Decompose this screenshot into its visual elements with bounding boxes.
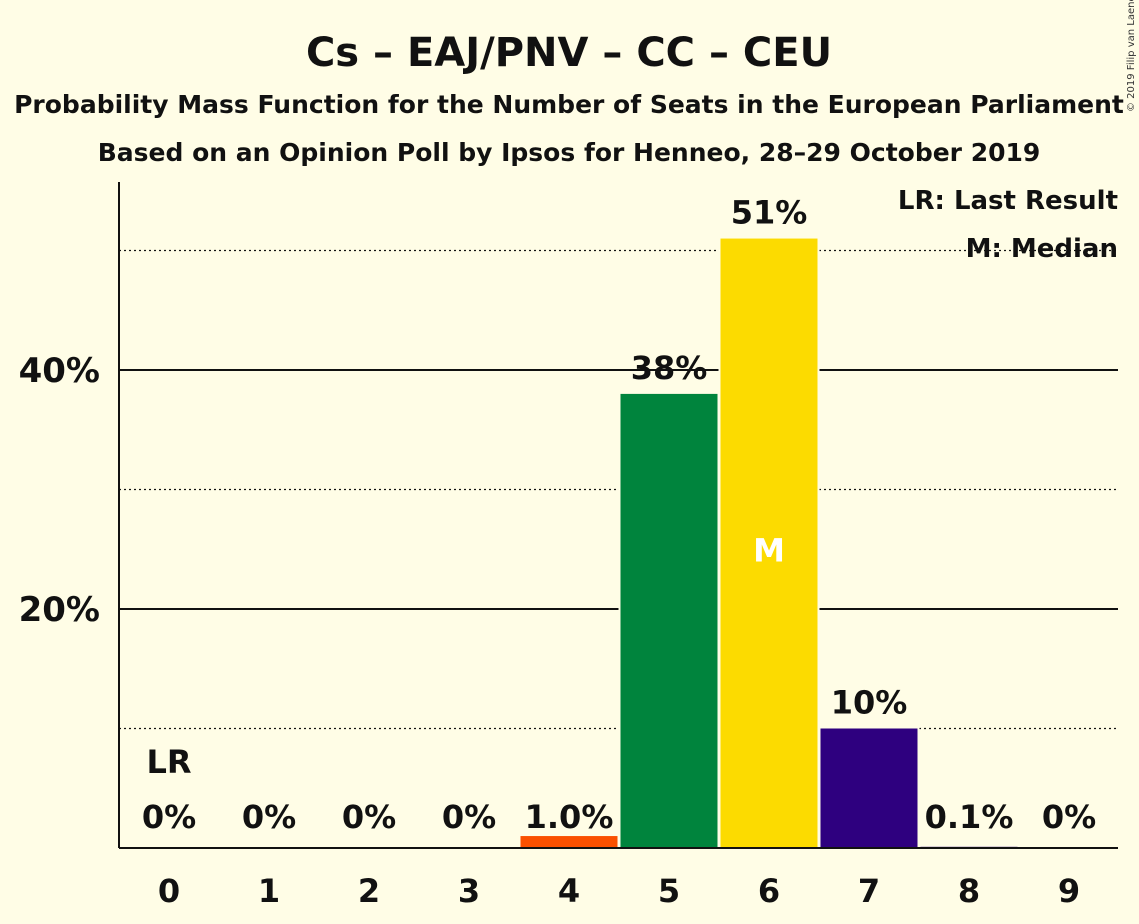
legend-last-result: LR: Last Result	[898, 186, 1118, 216]
x-tick-label: 8	[958, 872, 980, 910]
data-label: 0%	[142, 798, 196, 836]
chart-subtitle: Probability Mass Function for the Number…	[14, 90, 1124, 119]
x-tick-label: 5	[658, 872, 680, 910]
x-tick-label: 9	[1058, 872, 1080, 910]
data-label: 0%	[242, 798, 296, 836]
data-label: 1.0%	[525, 798, 614, 836]
x-tick-label: 3	[458, 872, 480, 910]
median-marker: M	[753, 531, 785, 569]
data-label: 10%	[831, 684, 908, 722]
x-tick-label: 6	[758, 872, 780, 910]
data-label: 51%	[731, 194, 808, 232]
y-tick-label: 20%	[19, 590, 100, 630]
data-label: 38%	[631, 349, 708, 387]
gridlines: 20% 40%	[19, 249, 1118, 730]
chart-title: Cs – EAJ/PNV – CC – CEU	[306, 30, 832, 76]
x-tick-label: 2	[358, 872, 380, 910]
data-label: 0%	[442, 798, 496, 836]
data-label: 0%	[342, 798, 396, 836]
legend-median: M: Median	[966, 234, 1118, 264]
data-label: 0.1%	[925, 798, 1014, 836]
x-tick-label: 1	[258, 872, 280, 910]
bar	[720, 238, 818, 849]
last-result-marker: LR	[146, 743, 191, 781]
chart-subtitle-source: Based on an Opinion Poll by Ipsos for He…	[98, 138, 1041, 167]
copyright-note: © 2019 Filip van Laenen	[1126, 0, 1137, 112]
x-tick-label: 7	[858, 872, 880, 910]
data-label: 0%	[1042, 798, 1096, 836]
x-tick-label: 4	[558, 872, 580, 910]
bars	[518, 236, 1020, 849]
axes	[118, 182, 1118, 849]
bar	[520, 836, 618, 848]
bar	[620, 393, 718, 848]
x-tick-label: 0	[158, 872, 180, 910]
bar-halo	[918, 844, 1020, 848]
bar	[820, 728, 918, 848]
y-tick-label: 40%	[19, 351, 100, 391]
